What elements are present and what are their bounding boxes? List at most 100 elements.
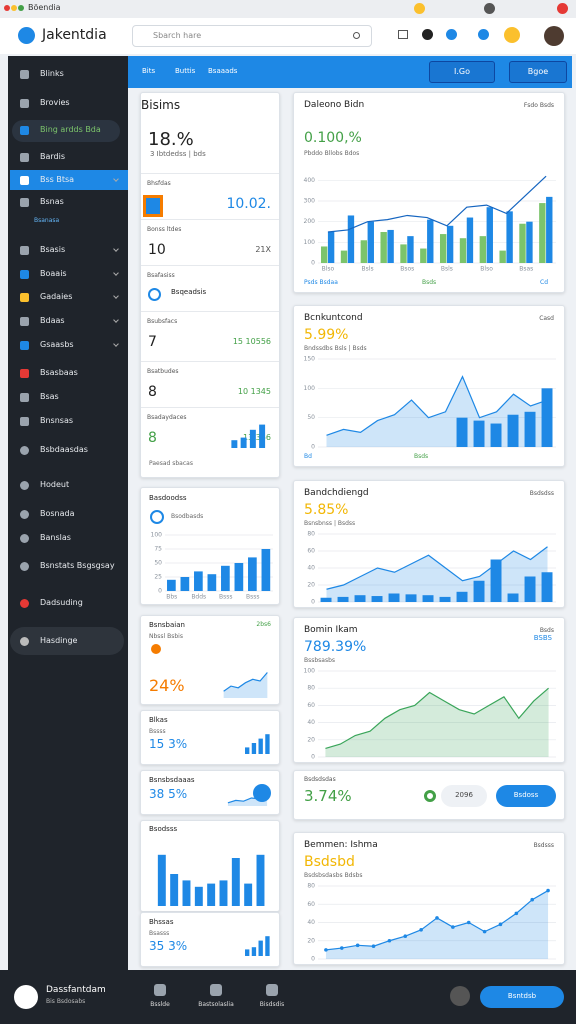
icon bbox=[557, 3, 568, 14]
bar bbox=[157, 854, 166, 906]
nav-item[interactable]: Gsaasbs bbox=[40, 340, 74, 349]
nav-item[interactable]: Banslas bbox=[40, 533, 71, 542]
nav-item[interactable]: Bsasis bbox=[40, 245, 66, 254]
nav-icon bbox=[20, 481, 29, 490]
nav-item[interactable]: Bsanasa bbox=[34, 217, 60, 224]
nav-item[interactable]: Bsas bbox=[40, 392, 59, 401]
bar bbox=[466, 217, 474, 263]
y-tick-label: 100 bbox=[304, 239, 316, 246]
nav-icon bbox=[20, 562, 29, 571]
x-tick-label: Bsss bbox=[246, 594, 260, 601]
y-tick-label: 0 bbox=[158, 588, 162, 595]
primary-button[interactable]: Bsdoss bbox=[496, 785, 556, 807]
nav-item[interactable]: Boaais bbox=[40, 269, 67, 278]
nav-item[interactable]: Bnsnsas bbox=[40, 416, 74, 425]
avatar[interactable] bbox=[544, 26, 564, 46]
line bbox=[326, 375, 548, 436]
row-divider bbox=[141, 219, 279, 220]
footer-button[interactable]: Bsntdsb bbox=[480, 986, 564, 1008]
nav-label[interactable]: Bsslde bbox=[150, 1001, 170, 1008]
nav-item[interactable]: Bsnstats Bsgsgsay bbox=[40, 561, 115, 570]
nav-item[interactable]: Gadaies bbox=[40, 292, 73, 301]
y-tick-label: 100 bbox=[304, 668, 316, 675]
icon[interactable] bbox=[446, 29, 457, 40]
kpi-title: Bsnsbaian bbox=[149, 621, 185, 629]
nav-item[interactable]: Bosnada bbox=[40, 509, 75, 518]
x-tick-label: Blso bbox=[480, 266, 493, 273]
nav-icon[interactable] bbox=[154, 984, 166, 996]
nav-icon[interactable] bbox=[266, 984, 278, 996]
pill[interactable]: 2096 bbox=[441, 785, 487, 807]
card-value: 5.99% bbox=[304, 327, 349, 343]
area bbox=[325, 890, 549, 959]
icon[interactable] bbox=[398, 30, 408, 39]
bar bbox=[327, 232, 335, 263]
nav-icon[interactable] bbox=[210, 984, 222, 996]
bar bbox=[265, 936, 270, 956]
bar bbox=[320, 597, 332, 602]
nav-icon bbox=[20, 637, 29, 646]
nav-item[interactable]: Bsnas bbox=[40, 197, 64, 206]
bar bbox=[456, 417, 468, 447]
kpi-value: 24% bbox=[149, 676, 185, 695]
nav-item[interactable]: Bardis bbox=[40, 152, 66, 161]
icon[interactable] bbox=[422, 29, 433, 40]
nav-item[interactable]: Bsbdaasdas bbox=[40, 445, 88, 454]
nav-item[interactable]: Bss Btsa bbox=[40, 175, 75, 184]
line bbox=[326, 546, 548, 590]
nav-item[interactable]: Blinks bbox=[40, 69, 64, 78]
summary-panel: Bisims 18.% 3 Ibtdedss | bds Bhsfdas 10.02. B… bbox=[140, 92, 280, 478]
kpi-badge bbox=[253, 784, 271, 802]
tab[interactable]: Bits bbox=[142, 67, 156, 75]
panel-title: Bsodsss bbox=[149, 825, 178, 833]
chart-card: Bandchdiengd 5.85% Bsnsbnss | Bsdss Bsdsdss… bbox=[293, 480, 565, 608]
nav-label[interactable]: Bisdsdis bbox=[259, 1001, 285, 1008]
x-tick-label: Blso bbox=[322, 266, 335, 273]
bar bbox=[170, 874, 179, 906]
nav-item[interactable]: Bdaas bbox=[40, 316, 65, 325]
chart: 0 20 40 60 80 bbox=[307, 883, 556, 963]
row-divider bbox=[141, 173, 279, 174]
panel-footer: Paesad sbacas bbox=[149, 460, 193, 467]
bar bbox=[340, 250, 348, 263]
tab[interactable]: Buttis bbox=[175, 67, 196, 75]
nav-label[interactable]: Bastsolaslia bbox=[198, 1001, 234, 1008]
toolbar-button[interactable]: Bgoe bbox=[509, 61, 567, 83]
nav-item[interactable]: Brovies bbox=[40, 98, 70, 107]
nav-item[interactable]: Hasdinge bbox=[40, 636, 78, 645]
bar bbox=[234, 563, 244, 591]
bar bbox=[256, 854, 265, 906]
x-tick-label: Bbs bbox=[166, 594, 177, 601]
y-tick-label: 100 bbox=[151, 532, 163, 539]
nav-icon bbox=[20, 70, 29, 79]
card-title: Bandchdiengd bbox=[304, 488, 369, 498]
toolbar-button[interactable]: I.Go bbox=[429, 61, 495, 83]
row-label: Bhsfdas bbox=[147, 180, 171, 187]
search-box[interactable]: Sbarch hare bbox=[132, 25, 372, 47]
avatar[interactable] bbox=[450, 986, 470, 1006]
button-label: I.Go bbox=[454, 67, 470, 76]
kpi-panel: Bhssas Bsasss 35 3% bbox=[140, 912, 280, 967]
logo[interactable] bbox=[18, 27, 35, 44]
nav-item[interactable]: Hodeut bbox=[40, 480, 70, 489]
y-tick-label: 40 bbox=[307, 719, 315, 726]
kpi-panel: Blkas Bssss 15 3% bbox=[140, 710, 280, 765]
chart bbox=[245, 734, 270, 754]
icon[interactable] bbox=[504, 27, 520, 43]
line bbox=[327, 175, 547, 233]
card-footer: Bsds bbox=[422, 279, 437, 286]
chart-card: Bomin Ikam 789.39% Bssbsasbs Bsds BSBS 0 20 40 6… bbox=[293, 617, 565, 763]
row-label: Bsafasiss bbox=[147, 272, 175, 279]
nav-icon bbox=[20, 153, 29, 162]
icon[interactable] bbox=[478, 29, 489, 40]
nav-item[interactable]: Bsasbaas bbox=[40, 368, 78, 377]
nav-item[interactable]: Dadsuding bbox=[40, 598, 83, 607]
bar bbox=[258, 738, 263, 754]
row-label: Bsubsfacs bbox=[147, 318, 178, 325]
card-footer: Bsds bbox=[414, 453, 429, 460]
nav-item[interactable]: Bing ardds Bda bbox=[40, 125, 101, 134]
y-tick-label: 0 bbox=[311, 599, 315, 606]
nav-icon bbox=[20, 510, 29, 519]
tab[interactable]: Bsaaads bbox=[208, 67, 238, 75]
bar bbox=[245, 747, 250, 754]
